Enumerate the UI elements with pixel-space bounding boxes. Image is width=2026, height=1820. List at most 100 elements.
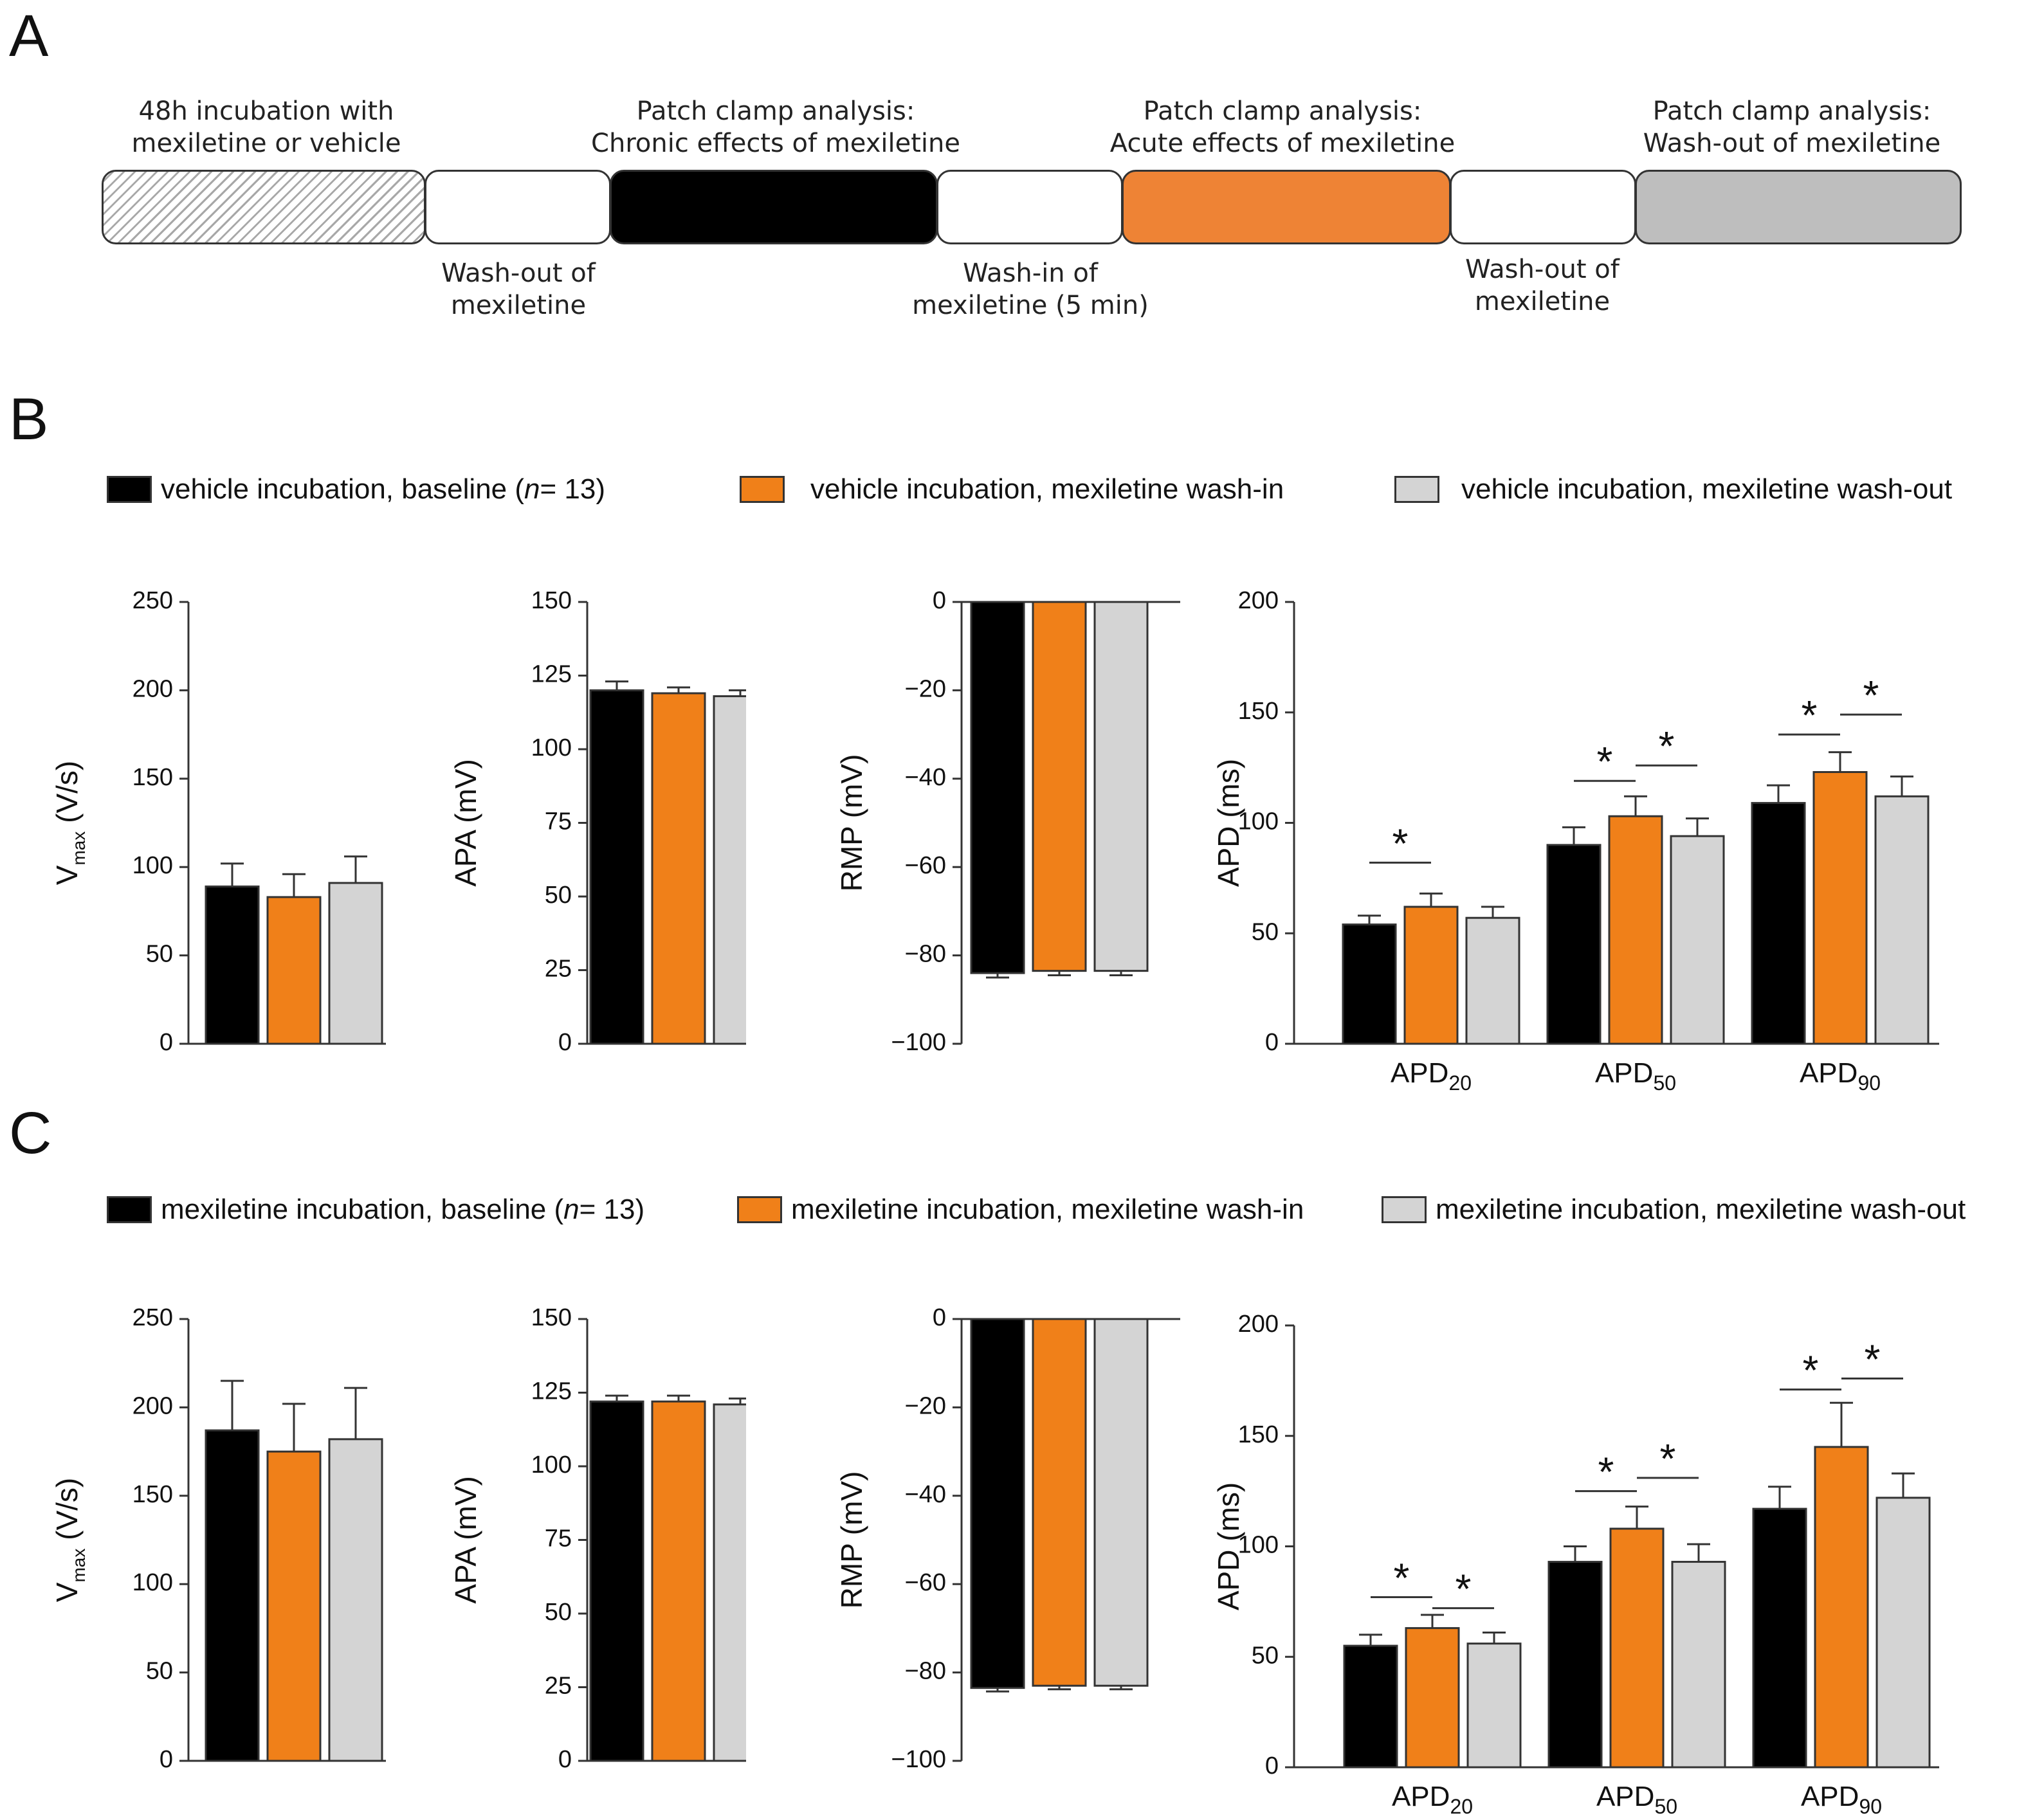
legend-b: vehicle incubation, baseline (n = 13) ve… — [0, 473, 2026, 505]
y-tick-label: −80 — [905, 941, 946, 968]
timeline-bottom-label: Wash-out of mexiletine — [441, 259, 596, 320]
y-tick-label: 0 — [160, 1746, 173, 1773]
bar — [1403, 905, 1459, 1045]
legend-item-baseline: vehicle incubation, baseline (n = 13) — [107, 473, 605, 505]
legend-swatch-black — [107, 476, 152, 503]
y-tick-label: 150 — [132, 764, 173, 791]
y-tick-label: 0 — [933, 587, 946, 614]
timeline-bottom-label: Wash-out of mexiletine — [1465, 255, 1620, 316]
legend-item-washout: mexiletine incubation, mexiletine wash-o… — [1382, 1194, 1966, 1226]
y-tick-label: 200 — [1238, 1311, 1279, 1338]
bar — [1671, 1561, 1726, 1769]
bar — [1874, 795, 1930, 1045]
chart-c-rmp: 0 −20 −40 −60 −80 −100 RMP (mV) — [836, 1304, 1180, 1773]
y-tick-label: −20 — [905, 675, 946, 702]
significance-star: * — [1803, 1347, 1819, 1394]
bar — [1751, 802, 1806, 1045]
y-tick-label: 0 — [933, 1304, 946, 1331]
y-tick-label: 150 — [132, 1481, 173, 1508]
bar — [1812, 770, 1868, 1045]
bar — [1752, 1507, 1807, 1769]
y-axis-label: Vmax (V/s) — [51, 1478, 89, 1602]
bar — [589, 689, 644, 1045]
bar — [589, 1400, 644, 1762]
significance-star: * — [1802, 692, 1818, 738]
y-tick-label: 200 — [132, 1392, 173, 1419]
bar — [713, 695, 746, 1045]
panel-label-a: A — [9, 3, 49, 69]
y-axis-label: RMP (mV) — [836, 754, 868, 892]
bar — [1547, 1561, 1603, 1769]
y-axis-label: APA (mV) — [450, 759, 482, 887]
significance-star: * — [1863, 672, 1879, 718]
chart-b-apd: APD20 APD50 APD90 * * * * * 0 50 100 150 200 APD (ms) — [1216, 587, 1939, 1095]
y-tick-label: 25 — [545, 956, 572, 983]
bar — [1032, 601, 1087, 972]
chart-b-vmax: 0 50 100 150 200 250 Vmax (V/s) — [51, 587, 386, 1056]
legend-swatch-black — [107, 1196, 152, 1223]
y-axis-label: APD (ms) — [1216, 759, 1245, 887]
y-tick-label: 200 — [132, 675, 173, 702]
legend-c: mexiletine incubation, baseline (n = 13)… — [0, 1194, 2026, 1226]
y-axis-label: Vmax (V/s) — [51, 761, 89, 885]
bar — [266, 896, 322, 1045]
acute-effects-segment — [1122, 170, 1451, 244]
bar — [328, 882, 383, 1045]
legend-swatch-orange — [737, 1196, 782, 1223]
bar — [1670, 835, 1725, 1045]
chart-c-vmax: 0 50 100 150 200 250 Vmax (V/s) — [51, 1304, 386, 1773]
timeline-top-label: Patch clamp analysis: Acute effects of m… — [1109, 96, 1456, 158]
y-tick-label: 250 — [132, 1304, 173, 1331]
significance-star: * — [1865, 1336, 1881, 1382]
washout-effects-segment — [1635, 170, 1962, 244]
y-tick-label: 150 — [1238, 698, 1279, 725]
bar — [1343, 1644, 1398, 1769]
y-tick-label: 50 — [545, 1599, 572, 1626]
bar — [1405, 1627, 1460, 1769]
y-tick-label: 50 — [545, 882, 572, 909]
y-axis-label: APA (mV) — [450, 1476, 482, 1604]
y-tick-label: −80 — [905, 1658, 946, 1685]
y-tick-label: 50 — [1252, 918, 1279, 945]
y-tick-label: 0 — [1265, 1752, 1279, 1779]
y-tick-label: 50 — [1252, 1642, 1279, 1669]
bar — [1875, 1497, 1931, 1769]
bar — [205, 1429, 260, 1762]
y-tick-label: 150 — [531, 1304, 572, 1331]
x-group-label: APD20 — [1392, 1781, 1473, 1817]
bar — [205, 885, 260, 1045]
bar — [970, 601, 1025, 974]
y-tick-label: −60 — [905, 1569, 946, 1596]
y-tick-label: 150 — [1238, 1421, 1279, 1448]
significance-star: * — [1597, 738, 1613, 785]
y-tick-label: 100 — [1238, 808, 1279, 835]
legend-item-washout: vehicle incubation, mexiletine wash-out — [1394, 473, 1952, 505]
y-axis-label: RMP (mV) — [836, 1471, 868, 1609]
bar — [1342, 924, 1397, 1045]
y-tick-label: 250 — [132, 587, 173, 614]
washout-segment — [424, 170, 611, 244]
bar — [1093, 601, 1149, 972]
legend-swatch-gray — [1382, 1196, 1427, 1223]
significance-star: * — [1598, 1449, 1614, 1495]
significance-star: * — [1456, 1566, 1472, 1612]
legend-swatch-orange — [740, 476, 785, 503]
bar — [1032, 1318, 1087, 1687]
washout-segment — [1450, 170, 1636, 244]
y-tick-label: 50 — [146, 1658, 173, 1685]
y-tick-label: 200 — [1238, 587, 1279, 614]
bar — [713, 1403, 746, 1762]
y-axis-label: APD (ms) — [1216, 1482, 1245, 1610]
bar — [1465, 916, 1520, 1045]
bar — [328, 1438, 383, 1762]
legend-swatch-gray — [1394, 476, 1439, 503]
legend-item-washin: mexiletine incubation, mexiletine wash-i… — [737, 1194, 1304, 1226]
y-tick-label: 75 — [545, 1525, 572, 1552]
bar — [1093, 1318, 1149, 1687]
significance-star: * — [1394, 1555, 1410, 1601]
panel-label-b: B — [9, 387, 49, 452]
y-tick-label: −40 — [905, 1481, 946, 1508]
y-tick-label: 100 — [132, 852, 173, 879]
timeline-bottom-label: Wash-in of mexiletine (5 min) — [912, 259, 1149, 320]
y-tick-label: −40 — [905, 764, 946, 791]
